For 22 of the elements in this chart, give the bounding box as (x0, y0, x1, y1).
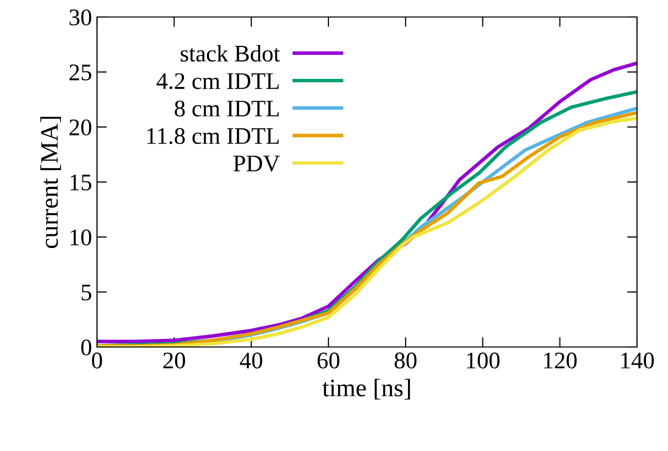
y-tick-label: 25 (70, 64, 92, 80)
x-axis-title: time [ns] (322, 378, 410, 400)
legend-label: stack Bdot (180, 44, 280, 62)
x-tick-label: 80 (394, 352, 416, 368)
x-tick-label: 0 (92, 352, 102, 368)
y-tick-label: 0 (81, 339, 92, 356)
x-tick-label: 100 (467, 352, 500, 368)
legend-label: 4.2 cm IDTL (156, 73, 279, 90)
x-tick-label: 20 (163, 352, 186, 368)
y-axis-title: current [MA] (40, 116, 61, 248)
y-tick-label: 30 (70, 9, 92, 26)
x-tick-label: 40 (240, 352, 262, 368)
y-tick-label: 15 (70, 174, 92, 190)
x-tick-label: 60 (318, 352, 340, 368)
y-tick-label: 10 (70, 229, 92, 246)
y-tick-label: 5 (82, 284, 92, 300)
legend-label: 11.8 cm IDTL (147, 128, 279, 144)
legend-label: PDV (234, 156, 280, 172)
x-tick-label: 120 (544, 352, 577, 368)
y-tick-label: 20 (70, 119, 92, 136)
legend-label: 8 cm IDTL (174, 100, 279, 117)
x-tick-label: 140 (621, 352, 654, 368)
